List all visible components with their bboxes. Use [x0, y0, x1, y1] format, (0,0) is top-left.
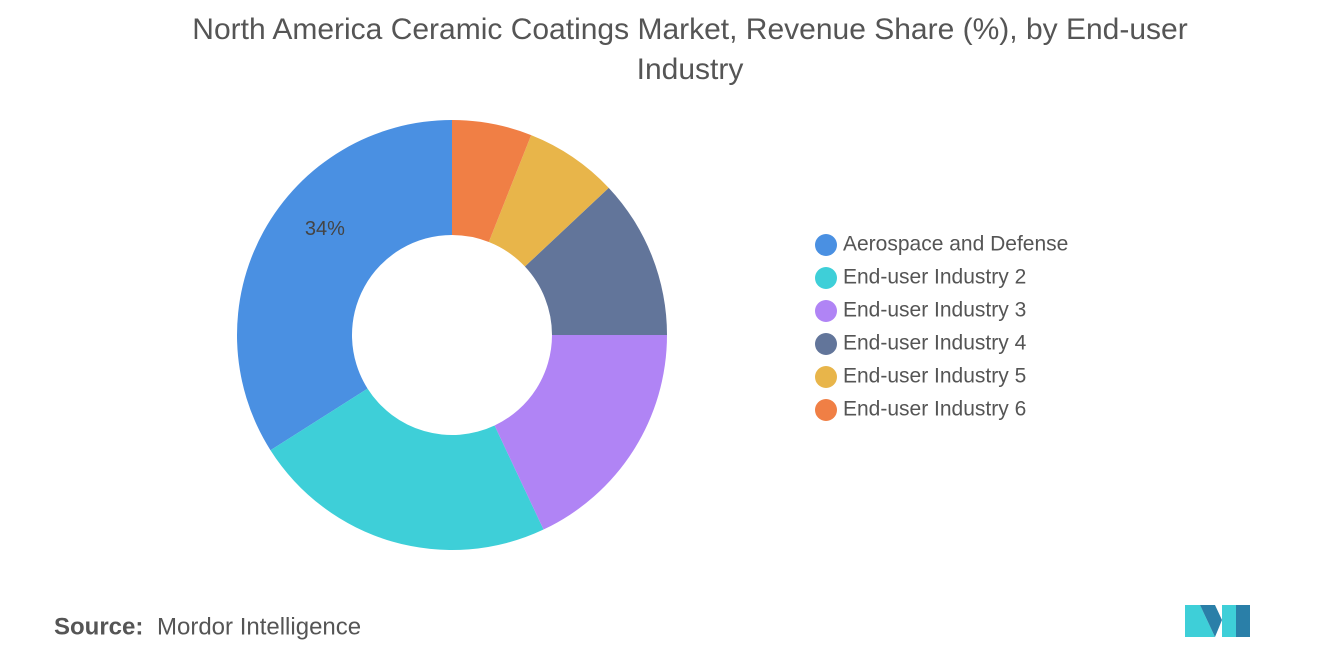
donut-slice	[524, 187, 667, 335]
legend-marker	[815, 267, 837, 289]
legend-label: End-user Industry 4	[843, 332, 1027, 355]
donut-slice	[236, 120, 452, 451]
legend-label: End-user Industry 6	[843, 398, 1026, 421]
legend-marker	[815, 333, 837, 355]
source-label: Source:	[54, 613, 143, 640]
donut-slice	[452, 120, 532, 243]
legend-label: End-user Industry 3	[843, 299, 1026, 322]
logo	[1185, 605, 1250, 637]
legend-label: End-user Industry 5	[843, 365, 1026, 388]
data-label: 34%	[305, 218, 345, 240]
legend-marker	[815, 300, 837, 322]
donut-slice	[488, 135, 609, 267]
legend-label: Aerospace and Defense	[843, 233, 1068, 256]
chart-title: North America Ceramic Coatings Market, R…	[192, 13, 1188, 86]
donut-slice	[270, 388, 544, 550]
legend-marker	[815, 399, 837, 421]
legend-label: End-user Industry 2	[843, 266, 1026, 289]
donut-slice	[494, 335, 667, 530]
legend-marker	[815, 366, 837, 388]
legend-marker	[815, 234, 837, 256]
source-name: Mordor Intelligence	[157, 613, 361, 640]
